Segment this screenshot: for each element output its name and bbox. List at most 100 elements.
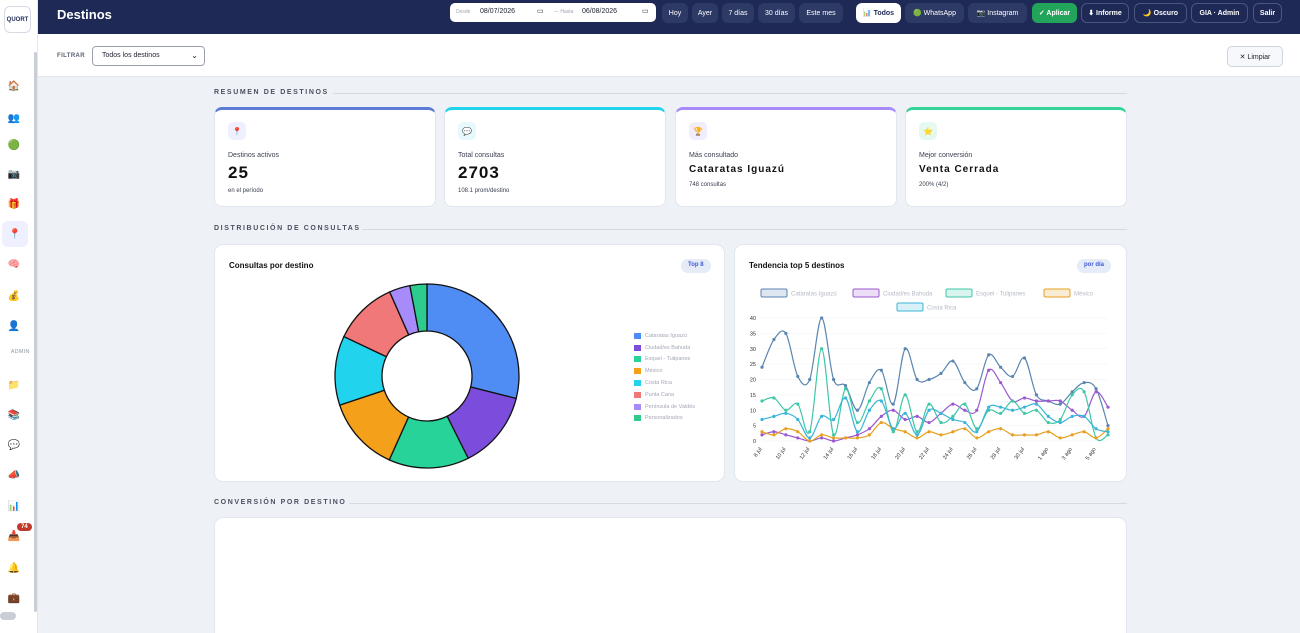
data-point[interactable] [843, 387, 848, 391]
data-point[interactable] [915, 433, 919, 437]
books-icon[interactable]: 📚 [7, 409, 21, 421]
donut-slice[interactable] [426, 283, 520, 400]
data-point[interactable] [903, 347, 907, 351]
data-point[interactable] [808, 377, 812, 382]
data-point[interactable] [903, 393, 907, 397]
data-point[interactable] [951, 417, 955, 422]
data-point[interactable] [760, 433, 764, 437]
data-point[interactable] [1070, 390, 1074, 394]
briefcase-icon[interactable]: 💼 [7, 592, 21, 604]
data-point[interactable] [927, 420, 931, 425]
data-point[interactable] [879, 414, 883, 418]
data-point[interactable] [867, 427, 871, 431]
app-logo[interactable]: QUORT [4, 6, 31, 33]
data-point[interactable] [855, 433, 860, 437]
date-range-picker[interactable]: Desde 08/07/2026 ▭ — Hasta 06/08/2026 ▭ [450, 3, 656, 22]
data-point[interactable] [772, 430, 776, 434]
bell-icon[interactable]: 🔔 [7, 562, 21, 574]
user-menu-button[interactable]: GIA · Admin [1191, 3, 1248, 23]
data-point[interactable] [784, 427, 788, 431]
money-bag-icon[interactable]: 💰 [7, 290, 21, 302]
legend-item[interactable]: México [634, 365, 695, 377]
data-point[interactable] [1070, 433, 1074, 437]
data-point[interactable] [999, 380, 1003, 385]
clear-filters-button[interactable]: ✕ Limpiar [1227, 46, 1283, 67]
data-point[interactable] [987, 408, 991, 412]
data-point[interactable] [1034, 402, 1039, 406]
data-point[interactable] [1010, 399, 1015, 403]
data-point[interactable] [796, 417, 800, 422]
data-point[interactable] [1106, 405, 1110, 409]
data-point[interactable] [915, 414, 919, 418]
data-point[interactable] [1082, 390, 1086, 394]
line-legend-swatch[interactable] [945, 288, 973, 298]
data-point[interactable] [820, 436, 824, 440]
data-point[interactable] [939, 433, 943, 437]
data-point[interactable] [987, 405, 991, 409]
whatsapp-icon[interactable]: 🟢 [7, 139, 21, 151]
line-legend-swatch[interactable] [760, 288, 788, 298]
data-point[interactable] [963, 408, 967, 412]
data-point[interactable] [987, 353, 991, 357]
data-point[interactable] [939, 411, 943, 415]
data-point[interactable] [867, 433, 871, 437]
data-point[interactable] [1034, 399, 1039, 403]
pin-icon[interactable]: 📍 [2, 221, 28, 247]
data-point[interactable] [903, 417, 907, 422]
data-point[interactable] [975, 430, 979, 434]
data-point[interactable] [1046, 414, 1050, 418]
data-point[interactable] [951, 359, 955, 363]
data-point[interactable] [1022, 433, 1027, 437]
data-point[interactable] [927, 430, 931, 434]
data-point[interactable] [1094, 436, 1098, 440]
users-icon[interactable]: 👥 [7, 112, 21, 124]
legend-item[interactable]: Ciudad/es Bahuda [634, 342, 695, 354]
data-point[interactable] [772, 433, 776, 437]
data-point[interactable] [927, 402, 931, 406]
data-point[interactable] [831, 417, 836, 422]
data-point[interactable] [843, 384, 848, 388]
data-point[interactable] [999, 411, 1003, 415]
data-point[interactable] [760, 365, 764, 369]
data-point[interactable] [1046, 420, 1050, 425]
legend-item[interactable]: Punta Cana [634, 389, 695, 401]
data-point[interactable] [927, 377, 931, 382]
calendar-icon[interactable]: ▭ [537, 8, 544, 15]
data-point[interactable] [1082, 414, 1086, 418]
data-point[interactable] [843, 396, 848, 400]
data-point[interactable] [1034, 433, 1039, 437]
data-point[interactable] [831, 377, 836, 382]
data-point[interactable] [1106, 427, 1110, 431]
data-point[interactable] [760, 417, 764, 422]
person-icon[interactable]: 👤 [7, 320, 21, 332]
gift-icon[interactable]: 🎁 [7, 198, 21, 210]
legend-item[interactable]: Personalizados [634, 413, 695, 425]
data-point[interactable] [1070, 414, 1074, 418]
data-point[interactable] [820, 414, 824, 418]
data-point[interactable] [1106, 430, 1110, 434]
legend-item[interactable]: Esquel - Tulipanes [634, 354, 695, 366]
donut-slice[interactable] [409, 283, 428, 333]
data-point[interactable] [1034, 408, 1039, 412]
date-from-input[interactable]: 08/07/2026 [480, 8, 516, 15]
data-point[interactable] [867, 399, 871, 403]
data-point[interactable] [843, 436, 848, 440]
data-point[interactable] [963, 402, 967, 406]
data-point[interactable] [855, 436, 860, 440]
data-point[interactable] [760, 430, 764, 434]
destination-select[interactable]: Todos los destinos ⌄ [92, 46, 205, 66]
data-point[interactable] [784, 331, 788, 335]
instagram-icon[interactable]: 📷 [7, 168, 21, 180]
data-point[interactable] [879, 399, 883, 403]
data-point[interactable] [1070, 393, 1074, 397]
data-point[interactable] [784, 408, 788, 412]
legend-item[interactable]: Costa Rica [634, 377, 695, 389]
data-point[interactable] [951, 402, 955, 406]
data-point[interactable] [784, 411, 788, 415]
data-point[interactable] [1094, 387, 1098, 391]
data-point[interactable] [855, 408, 860, 412]
data-point[interactable] [891, 402, 895, 406]
data-point[interactable] [1106, 424, 1110, 428]
data-point[interactable] [999, 427, 1003, 431]
data-point[interactable] [963, 427, 967, 431]
